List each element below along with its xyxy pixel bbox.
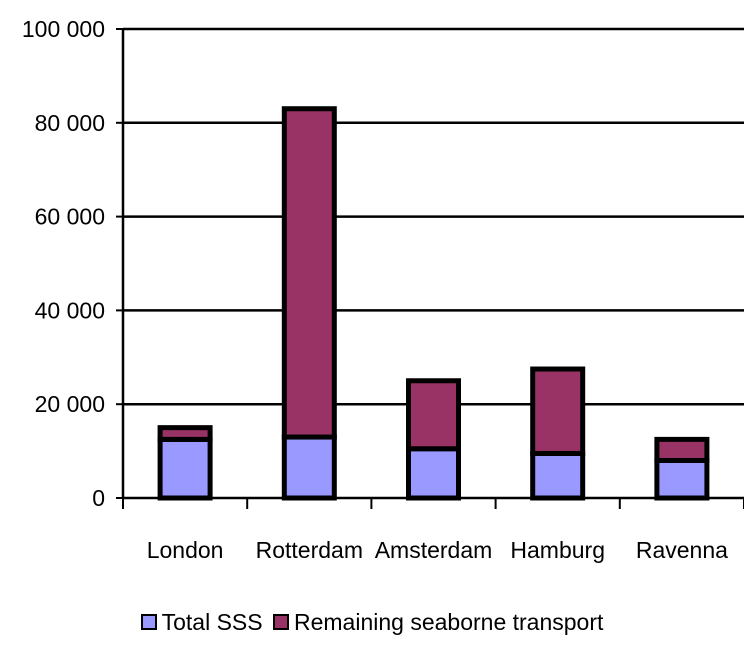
y-tick-label-0: 0 [92, 485, 105, 511]
y-tick-label-80000: 80 000 [35, 110, 105, 136]
x-tick-label-london: London [147, 537, 224, 563]
gridlines [123, 27, 744, 406]
bar-ravenna-remaining-seaborne-transport [654, 436, 710, 463]
y-tick-label-20000: 20 000 [35, 391, 105, 417]
bar-ravenna-total-sss [654, 457, 710, 501]
legend-item-remaining-seaborne: Remaining seaborne transport [272, 609, 604, 636]
x-tick-label-hamburg: Hamburg [510, 537, 605, 563]
bar-london-remaining-seaborne-transport [157, 425, 213, 442]
bars [157, 106, 710, 501]
y-tick-label-100000: 100 000 [22, 16, 105, 42]
bar-rotterdam-total-sss [281, 434, 337, 501]
tick-labels: 0 20 000 40 000 60 000 80 000 100 000 London Ro… [22, 16, 728, 563]
y-tick-label-40000: 40 000 [35, 297, 105, 323]
legend-swatch-total-sss [140, 613, 157, 630]
x-tick-label-rotterdam: Rotterdam [256, 537, 363, 563]
legend-label-total-sss: Total SSS [161, 609, 263, 635]
legend: Total SSS Remaining seaborne transport [0, 609, 744, 636]
legend-swatch-remaining-seaborne [272, 613, 289, 630]
bar-amsterdam-remaining-seaborne-transport [406, 378, 461, 452]
bar-hamburg-remaining-seaborne-transport [530, 366, 586, 456]
x-tick-label-amsterdam: Amsterdam [375, 537, 493, 563]
bar-rotterdam-remaining-seaborne-transport [281, 106, 337, 440]
legend-item-total-sss: Total SSS [140, 609, 263, 636]
bar-london-total-sss [157, 436, 213, 501]
y-tick-label-60000: 60 000 [35, 204, 105, 230]
bar-amsterdam-total-sss [406, 446, 461, 501]
axes [116, 28, 744, 509]
x-tick-label-ravenna: Ravenna [636, 537, 728, 563]
legend-label-remaining-seaborne: Remaining seaborne transport [293, 609, 604, 635]
stacked-bar-chart: 0 20 000 40 000 60 000 80 000 100 000 London Ro… [22, 16, 744, 563]
bar-hamburg-total-sss [530, 450, 586, 501]
